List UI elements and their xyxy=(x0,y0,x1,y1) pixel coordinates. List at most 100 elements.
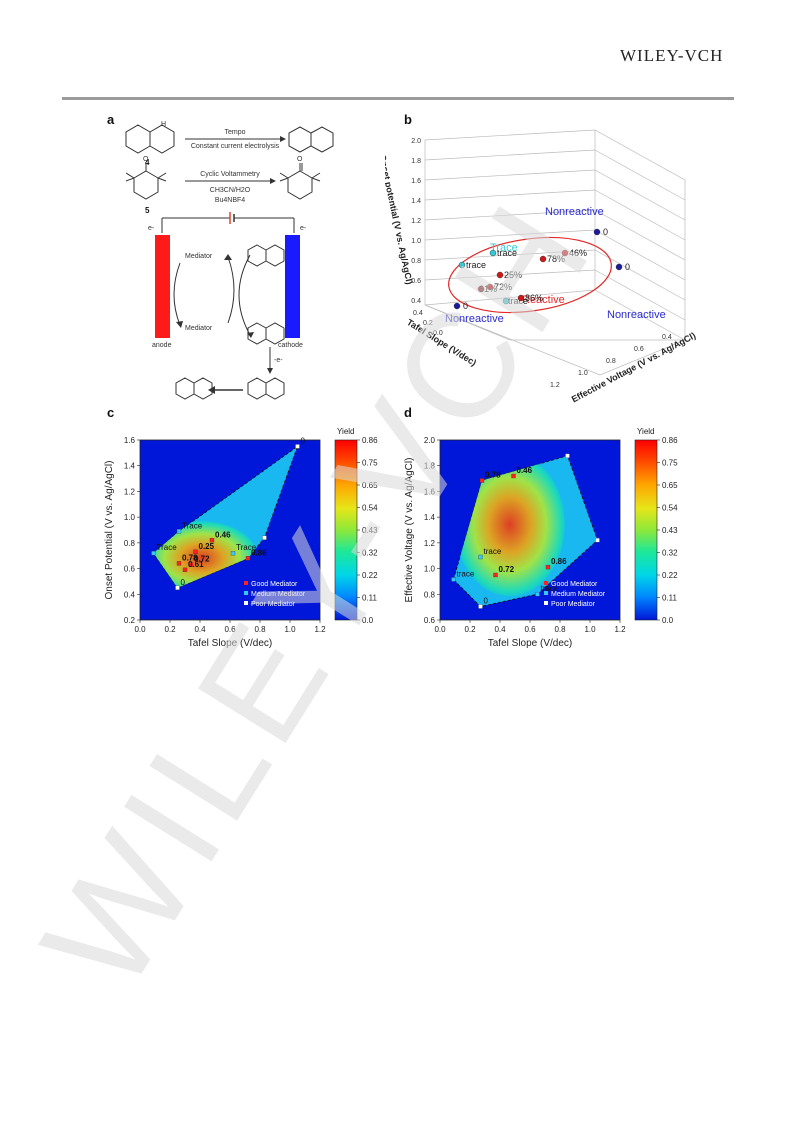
legend-entry: Good Mediator xyxy=(551,581,598,588)
x-tick-label: 0.6 xyxy=(524,625,536,634)
data-point-poor xyxy=(565,453,570,458)
legend-swatch-medium xyxy=(544,591,548,595)
effective-voltage-axis-label: Effective Voltage (V vs. Ag/AgCl) xyxy=(570,330,697,404)
axis-ticks: 0.0 0.2 0.4 0.6 0.8 1.0 1.2 0.6 0.8 1.0 1.2 1.4 1.6 1… xyxy=(424,436,626,634)
x-tick-label: 0.0 xyxy=(134,625,146,634)
mediator-cycle-arrow-right xyxy=(227,256,235,324)
y-tick-label: 1.4 xyxy=(124,462,136,471)
header-rule xyxy=(62,97,734,100)
anode-label: anode xyxy=(152,342,172,349)
data-point-good xyxy=(493,572,498,578)
data-point-medium xyxy=(151,550,156,556)
data-point-label: 0 xyxy=(181,578,186,587)
effective-tick-label: 0.4 xyxy=(662,334,672,341)
compound-5-structure xyxy=(125,163,167,200)
b-data-point xyxy=(486,283,494,291)
y-tick-label: 1.0 xyxy=(124,513,136,522)
colorbar-tick-label: 0.32 xyxy=(362,549,378,558)
x-axis-label: Tafel Slope (V/dec) xyxy=(188,638,273,649)
mediator-arrowhead-right xyxy=(224,254,232,260)
legend-entry: Good Mediator xyxy=(251,581,298,588)
x-tick-label: 0.8 xyxy=(254,625,266,634)
cathode-label: cathode xyxy=(278,342,303,349)
legend-swatch-poor xyxy=(244,601,248,605)
colorbar-tick-label: 0.75 xyxy=(662,459,678,468)
b-point-label: 46% xyxy=(569,248,587,258)
b-data-point xyxy=(593,228,601,236)
b-data-point xyxy=(453,302,461,310)
reaction-arrow-2-head xyxy=(270,178,276,184)
legend: Good Mediator Medium Mediator Poor Mediato… xyxy=(244,581,306,608)
data-point-good xyxy=(176,561,182,566)
panel-a-scheme: H 4 Tempo Constant current electrolysis … xyxy=(125,121,334,400)
tafel-tick-label: 0.0 xyxy=(433,330,443,337)
colorbar-tick-label: 0.0 xyxy=(362,616,374,625)
tafel-axis-ticks: 0.40.20.0 xyxy=(413,310,443,337)
data-point-label: 0.86 xyxy=(251,548,267,557)
colorbar-tick-label: 0.11 xyxy=(662,594,678,603)
x-tick-label: 0.2 xyxy=(164,625,176,634)
b-point-label: 61% xyxy=(479,284,497,294)
y-tick-label: 1.4 xyxy=(424,513,436,522)
x-tick-label: 0.0 xyxy=(434,625,446,634)
data-point-good xyxy=(479,478,485,483)
x-axis-label: Tafel Slope (V/dec) xyxy=(488,638,573,649)
z-axis-ticks: 2.0 1.8 1.6 1.4 1.2 1.0 0.8 0.6 0.4 xyxy=(411,138,421,305)
data-point-good xyxy=(511,473,516,479)
y-tick-label: 0.4 xyxy=(124,590,136,599)
b-data-point xyxy=(489,249,497,257)
y-tick-label: 1.0 xyxy=(424,565,436,574)
b-point-label: trace xyxy=(508,296,528,306)
cathode-electrode xyxy=(285,235,300,338)
legend-swatch-poor xyxy=(544,601,548,605)
radical-cation-structure xyxy=(247,322,285,345)
z-tick-label: 0.6 xyxy=(411,278,421,285)
label-trace: Trace xyxy=(490,242,518,254)
z-tick-label: 1.8 xyxy=(411,158,421,165)
data-point-label: Trace xyxy=(182,521,203,530)
b-data-point xyxy=(615,263,623,271)
3d-box-grid xyxy=(424,129,686,376)
panel-d-chart: 0.0 0.2 0.4 0.6 0.8 1.0 1.2 0.6 0.8 1.0 1.2 1.4 1.6 1… xyxy=(404,427,678,649)
oxidation-arrowhead xyxy=(267,368,273,374)
y-tick-label: 1.2 xyxy=(124,487,136,496)
mediator-cycle-arrow-left xyxy=(173,262,181,326)
x-tick-label: 0.6 xyxy=(224,625,236,634)
colorbar-tick-label: 0.32 xyxy=(662,549,678,558)
colorbar-title: Yield xyxy=(637,427,655,436)
data-point-label: trace xyxy=(457,570,475,579)
axis-ticks: 0.0 0.2 0.4 0.6 0.8 1.0 1.20.20.40.60.81.01.21… xyxy=(124,436,326,634)
data-point-label: 0.72 xyxy=(194,555,210,564)
data-point-label: 0.78 xyxy=(182,553,198,562)
oxoammonium-oxygen: O xyxy=(297,156,303,163)
x-tick-label: 1.0 xyxy=(584,625,596,634)
colorbar-tick-label: 0.11 xyxy=(362,594,378,603)
panel-b-letter: b xyxy=(404,112,412,127)
data-point-label: trace xyxy=(541,584,559,593)
oxoammonium-structure xyxy=(279,163,321,200)
b-data-point xyxy=(539,255,547,263)
panel-c-chart: 0.0 0.2 0.4 0.6 0.8 1.0 1.20.20.40.60.81.01.21… xyxy=(104,427,378,649)
colorbar xyxy=(334,439,358,621)
quinoline-product-structure xyxy=(288,126,334,153)
legend-entry: Medium Mediator xyxy=(551,591,606,598)
effective-tick-label: 0.8 xyxy=(606,358,616,365)
colorbar-tick-label: 0.65 xyxy=(662,481,678,490)
substrate-structure xyxy=(247,244,285,267)
data-point-label: 0 xyxy=(301,436,306,445)
y-tick-label: 0.6 xyxy=(124,565,136,574)
colorbar xyxy=(634,439,658,621)
legend-entry: Medium Mediator xyxy=(251,591,306,598)
label-nonreactive-right: Nonreactive xyxy=(607,309,666,321)
arrow1-reagent: Tempo xyxy=(224,129,245,136)
panel-c-letter: c xyxy=(107,405,115,420)
colorbar-title: Yield xyxy=(337,427,355,436)
data-point-good xyxy=(209,538,215,543)
data-point-poor xyxy=(262,535,267,540)
colorbar-tick-label: 0.65 xyxy=(362,481,378,490)
b-data-point xyxy=(502,297,510,305)
b-data-point xyxy=(561,249,569,257)
x-tick-label: 1.2 xyxy=(614,625,626,634)
publisher-logo: WILEY-VCH xyxy=(620,46,724,65)
label-reactive: Reactive xyxy=(522,294,565,306)
